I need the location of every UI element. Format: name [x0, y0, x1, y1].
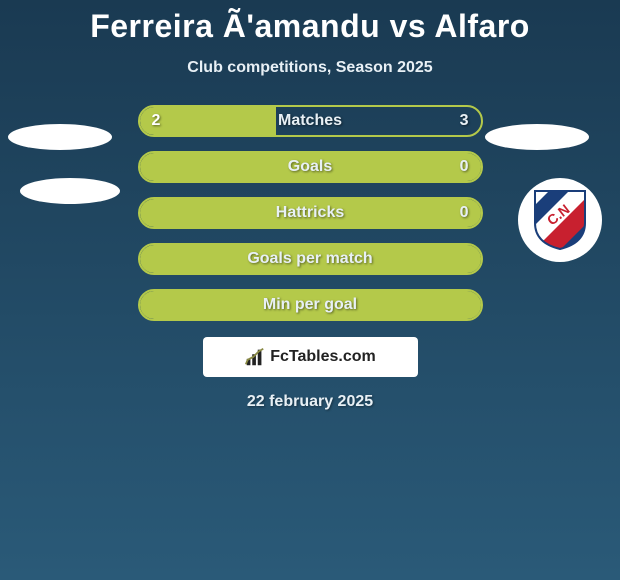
stat-label: Hattricks	[276, 204, 344, 222]
avatar-placeholder-left-2	[20, 178, 120, 204]
stat-bar-goals: Goals 0	[138, 151, 483, 183]
stat-bar-hattricks: Hattricks 0	[138, 197, 483, 229]
date-text: 22 february 2025	[0, 393, 620, 411]
stat-right-value: 0	[460, 158, 469, 176]
stat-right-value: 3	[460, 112, 469, 130]
stat-label: Goals per match	[247, 250, 372, 268]
stat-left-value: 2	[152, 112, 161, 130]
stat-label: Goals	[288, 158, 332, 176]
subtitle: Club competitions, Season 2025	[0, 59, 620, 77]
fctables-logo[interactable]: FcTables.com	[203, 337, 418, 377]
page-title: Ferreira Ã'amandu vs Alfaro	[0, 0, 620, 45]
logo-text: FcTables.com	[270, 348, 376, 366]
avatar-placeholder-left-1	[8, 124, 112, 150]
stat-right-value: 0	[460, 204, 469, 222]
stat-bars: 2 Matches 3 Goals 0 Hattricks 0 Goals pe…	[138, 105, 483, 321]
club-crest: C.N	[518, 178, 602, 262]
stat-bar-goals-per-match: Goals per match	[138, 243, 483, 275]
stat-bar-matches: 2 Matches 3	[138, 105, 483, 137]
bars-chart-icon	[244, 346, 266, 368]
stat-label: Min per goal	[263, 296, 357, 314]
avatar-placeholder-right-1	[485, 124, 589, 150]
stat-bar-min-per-goal: Min per goal	[138, 289, 483, 321]
stat-label: Matches	[278, 112, 342, 130]
shield-icon: C.N	[531, 189, 589, 251]
